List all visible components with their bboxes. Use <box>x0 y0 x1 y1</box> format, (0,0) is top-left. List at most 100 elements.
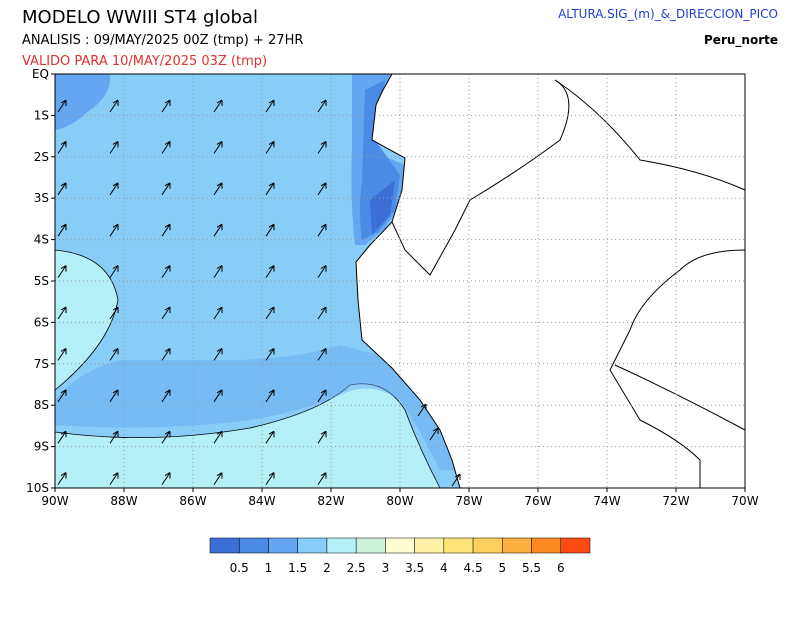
arrow <box>109 265 119 278</box>
arrow <box>161 140 171 154</box>
arrow <box>109 223 119 237</box>
arrow <box>317 306 327 320</box>
color-box <box>209 537 240 554</box>
arrow <box>317 430 327 444</box>
arrow <box>213 140 223 154</box>
grid <box>55 74 745 488</box>
lat-label: 2S <box>34 150 49 164</box>
contour-area <box>54 383 441 489</box>
lat-label: 6S <box>34 315 49 329</box>
arrow <box>161 99 171 113</box>
arrow <box>57 472 67 485</box>
arrow <box>109 472 119 485</box>
arrow <box>265 347 275 361</box>
level-label: 3.5 <box>405 561 424 575</box>
arrow <box>57 223 67 237</box>
arrow <box>317 99 327 113</box>
level-label: 0.5 <box>230 561 249 575</box>
map <box>54 73 746 489</box>
lat-label: 1S <box>34 108 49 122</box>
color-box <box>560 537 591 554</box>
arrow <box>109 389 119 403</box>
arrow <box>109 182 119 196</box>
lon-label: 82W <box>317 494 344 508</box>
border <box>391 79 570 276</box>
arrow <box>161 182 171 196</box>
lon-label: 78W <box>455 494 482 508</box>
arrow <box>161 265 171 278</box>
arrow <box>213 306 223 320</box>
level-label: 6 <box>557 561 565 575</box>
color-box <box>355 537 386 554</box>
level-label: 1 <box>265 561 273 575</box>
arrow <box>265 140 275 154</box>
arrow <box>317 265 327 278</box>
level-label: 3 <box>382 561 390 575</box>
color-box <box>531 537 562 554</box>
arrow <box>265 223 275 237</box>
arrow <box>57 182 67 196</box>
arrow <box>109 99 119 113</box>
lon-label: 80W <box>386 494 413 508</box>
lon-label: 74W <box>593 494 620 508</box>
arrow <box>213 182 223 196</box>
color-box <box>326 537 357 554</box>
arrow <box>57 306 67 320</box>
lon-label: 70W <box>731 494 758 508</box>
lat-label: 7S <box>34 357 49 371</box>
arrow <box>213 389 223 403</box>
lon-label: 86W <box>179 494 206 508</box>
level-label: 4 <box>440 561 448 575</box>
arrow <box>161 347 171 361</box>
arrow <box>265 182 275 196</box>
variable: ALTURA.SIG_(m)_&_DIRECCION_PICO <box>558 7 778 21</box>
arrows <box>57 99 461 487</box>
arrow <box>161 306 171 320</box>
arrow <box>265 430 275 444</box>
arrow <box>429 427 439 441</box>
level-label: 1.5 <box>288 561 307 575</box>
lat-label: 3S <box>34 191 49 205</box>
analysis: ANALISIS : 09/MAY/2025 00Z (tmp) + 27HR <box>22 33 303 48</box>
arrow <box>109 347 119 361</box>
region: Peru_norte <box>704 33 778 48</box>
contour-area <box>55 345 455 470</box>
lat-label: 8S <box>34 398 49 412</box>
arrow <box>213 347 223 361</box>
arrow <box>57 389 67 403</box>
arrow <box>265 99 275 113</box>
arrow <box>213 99 223 113</box>
border <box>554 79 746 488</box>
color-box <box>472 537 503 554</box>
level-label: 2 <box>323 561 331 575</box>
arrow <box>317 182 327 196</box>
arrow <box>213 223 223 237</box>
contour-area <box>55 74 111 130</box>
arrow <box>57 140 67 154</box>
lon-label: 90W <box>41 494 68 508</box>
level-label: 5 <box>498 561 506 575</box>
color-box <box>297 537 328 554</box>
arrow <box>57 347 67 361</box>
lon-label: 72W <box>662 494 689 508</box>
level-label: 2.5 <box>347 561 366 575</box>
level-label: 5.5 <box>522 561 541 575</box>
color-box <box>443 537 474 554</box>
valid-time: VALIDO PARA 10/MAY/2025 03Z (tmp) <box>22 54 267 69</box>
lon-label: 84W <box>248 494 275 508</box>
lon-label: 76W <box>524 494 551 508</box>
contour-area <box>54 249 119 391</box>
arrow <box>265 472 275 485</box>
lon-label: 88W <box>110 494 137 508</box>
colorbar: 0.5 1 1.5 2 2.5 3 3.5 4 4.5 5 5.5 6 <box>209 537 591 575</box>
arrow <box>161 389 171 403</box>
level-label: 4.5 <box>464 561 483 575</box>
color-box <box>502 537 532 554</box>
color-box <box>268 537 298 554</box>
arrow <box>57 430 67 444</box>
lat-label: 10S <box>26 481 49 495</box>
lat-label: EQ <box>32 67 49 81</box>
arrow <box>451 473 461 487</box>
arrow <box>317 389 327 403</box>
